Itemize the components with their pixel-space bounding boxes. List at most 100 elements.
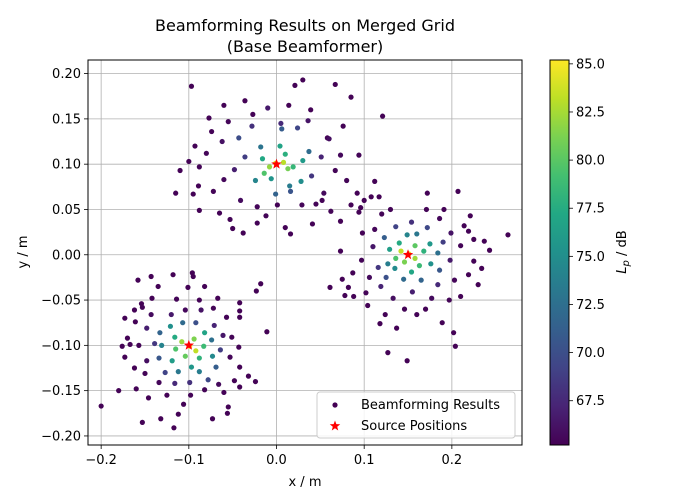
scatter-point [285, 166, 291, 172]
y-tick-label: 0.00 [52, 248, 81, 263]
scatter-point [264, 329, 270, 335]
y-axis-label: y / m [16, 235, 31, 268]
scatter-point [139, 304, 145, 310]
scatter-point [277, 143, 283, 149]
scatter-point [221, 102, 227, 108]
scatter-point [424, 190, 430, 196]
scatter-point [471, 258, 477, 264]
scatter-point [356, 209, 362, 215]
colorbar-gradient [549, 59, 570, 446]
scatter-point [282, 224, 288, 231]
scatter-point [196, 369, 202, 375]
plot-frame [87, 59, 523, 446]
scatter-point [124, 335, 131, 341]
scatter-point [274, 202, 280, 208]
colorbar-label: Lp / dB [615, 230, 632, 273]
scatter-point [366, 274, 373, 281]
scatter-point [318, 154, 324, 160]
scatter-point [358, 257, 365, 263]
scatter-point [170, 272, 176, 278]
scatter-point [225, 404, 231, 410]
scatter-point [387, 206, 394, 213]
scatter-point [162, 369, 168, 376]
scatter-point [198, 307, 204, 313]
scatter-point [240, 230, 246, 236]
legend-label-sources: Source Positions [361, 419, 467, 434]
source-markers [183, 158, 414, 350]
scatter-point [249, 123, 255, 129]
scatter-point [452, 343, 458, 349]
scatter-point [217, 347, 223, 353]
colorbar-tick-label: 67.5 [576, 394, 605, 409]
scatter-point [385, 350, 391, 356]
scatter-point [252, 378, 259, 385]
scatter-point [408, 219, 415, 225]
scatter-point [423, 206, 430, 213]
scatter-point [412, 255, 418, 261]
colorbar-label-unit: / dB [615, 230, 630, 260]
scatter-point [387, 246, 393, 252]
scatter-point [216, 381, 222, 387]
scatter-point [351, 293, 357, 300]
scatter-point [299, 202, 305, 208]
scatter-point [172, 380, 178, 386]
scatter-point [319, 197, 325, 204]
scatter-point [363, 290, 369, 296]
scatter-point [157, 330, 163, 336]
scatter-point [116, 388, 122, 394]
scatter-point [169, 358, 175, 364]
scatter-point [237, 364, 243, 370]
scatter-point [209, 353, 216, 359]
scatter-point [193, 348, 199, 354]
scatter-point [368, 194, 374, 200]
scatter-point [191, 336, 197, 342]
scatter-point [245, 373, 252, 379]
x-tick-label: 0.2 [442, 453, 463, 468]
scatter-point [392, 265, 398, 271]
scatter-point [401, 259, 408, 265]
scatter-point [215, 295, 221, 301]
scatter-point [173, 296, 180, 302]
scatter-point [216, 210, 223, 216]
scatter-point [408, 269, 415, 275]
scatter-point [361, 197, 367, 204]
scatter-point [298, 178, 304, 184]
x-tick-label: −0.1 [173, 453, 205, 468]
scatter-point [186, 158, 192, 165]
legend-marker-star [329, 420, 341, 431]
scatter-point [224, 410, 231, 416]
scatter-point [404, 358, 410, 364]
scatter-point [424, 224, 430, 231]
chart-title-line-1: Beamforming Results on Merged Grid [155, 16, 455, 35]
scatter-point [376, 194, 382, 200]
beamforming-points [98, 77, 511, 431]
scatter-point [337, 248, 344, 254]
x-axis-label: x / m [288, 475, 321, 490]
scatter-point [167, 323, 174, 329]
scatter-point [254, 220, 260, 226]
scatter-point [365, 302, 371, 309]
scatter-point [332, 81, 338, 88]
scatter-point [187, 392, 194, 398]
scatter-point [414, 311, 420, 318]
scatter-point [273, 191, 279, 197]
y-tick-label: −0.05 [41, 294, 81, 309]
scatter-point [337, 218, 344, 224]
scatter-point [119, 343, 125, 349]
y-tick-label: −0.20 [41, 429, 81, 444]
scatter-point [266, 164, 273, 170]
colorbar-tick-label: 85.0 [576, 57, 605, 72]
scatter-point [180, 401, 187, 407]
scatter-point [382, 311, 388, 318]
scatter-point [188, 364, 195, 370]
scatter-point [152, 340, 158, 347]
scatter-point [375, 264, 381, 271]
scatter-point [412, 243, 418, 249]
colorbar-tick-label: 75.0 [576, 250, 605, 265]
scatter-point [344, 177, 350, 184]
scatter-point [177, 167, 183, 174]
scatter-point [168, 311, 174, 318]
scatter-point [259, 156, 266, 162]
scatter-point [148, 311, 154, 318]
scatter-point [422, 306, 429, 312]
